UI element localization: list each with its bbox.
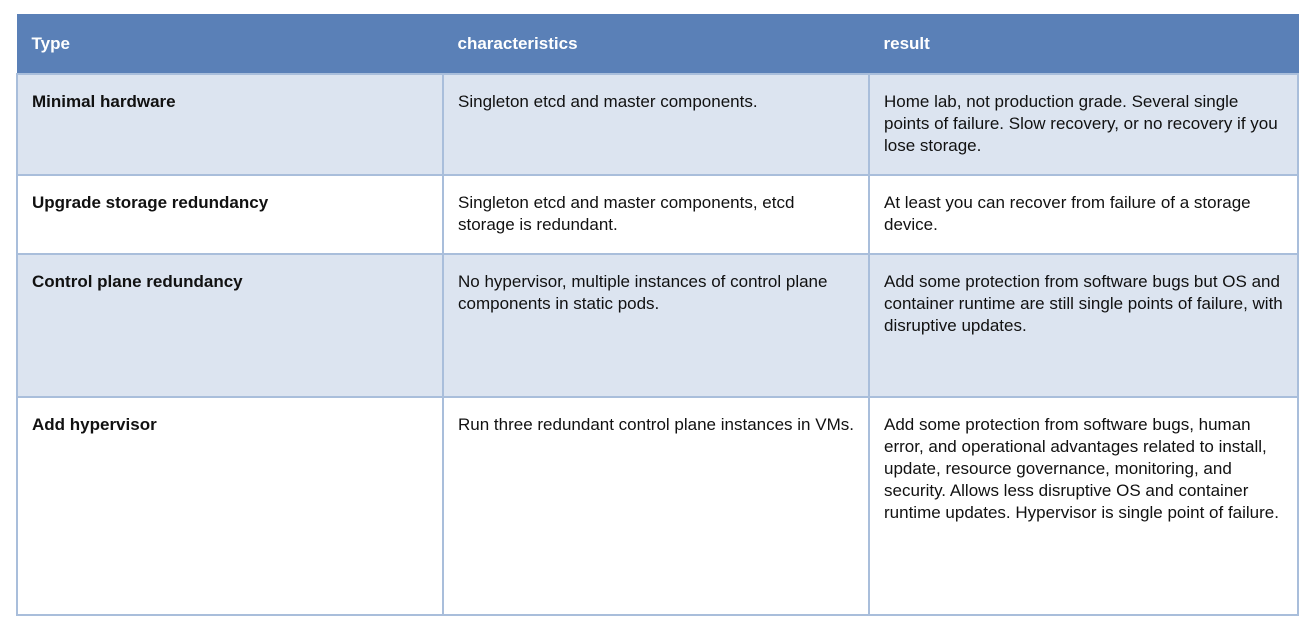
header-result: result bbox=[868, 14, 1299, 75]
header-characteristics: characteristics bbox=[442, 14, 870, 75]
table-row: Upgrade storage redundancy Singleton etc… bbox=[16, 174, 1299, 255]
cell-result: Home lab, not production grade. Several … bbox=[868, 73, 1299, 176]
table-row: Control plane redundancy No hypervisor, … bbox=[16, 253, 1299, 398]
cell-result: Add some protection from software bugs b… bbox=[868, 253, 1299, 398]
cell-type: Upgrade storage redundancy bbox=[16, 174, 444, 255]
header-row: Type characteristics result bbox=[16, 14, 1299, 75]
cell-result: Add some protection from software bugs, … bbox=[868, 396, 1299, 616]
cell-characteristics: Singleton etcd and master components. bbox=[442, 73, 870, 176]
cell-type: Control plane redundancy bbox=[16, 253, 444, 398]
cell-characteristics: No hypervisor, multiple instances of con… bbox=[442, 253, 870, 398]
table-row: Add hypervisor Run three redundant contr… bbox=[16, 396, 1299, 616]
cell-result: At least you can recover from failure of… bbox=[868, 174, 1299, 255]
comparison-table: Type characteristics result Minimal hard… bbox=[16, 14, 1299, 616]
cell-type: Minimal hardware bbox=[16, 73, 444, 176]
table-row: Minimal hardware Singleton etcd and mast… bbox=[16, 73, 1299, 176]
cell-characteristics: Run three redundant control plane instan… bbox=[442, 396, 870, 616]
cell-type: Add hypervisor bbox=[16, 396, 444, 616]
header-type: Type bbox=[16, 14, 444, 75]
cell-characteristics: Singleton etcd and master components, et… bbox=[442, 174, 870, 255]
